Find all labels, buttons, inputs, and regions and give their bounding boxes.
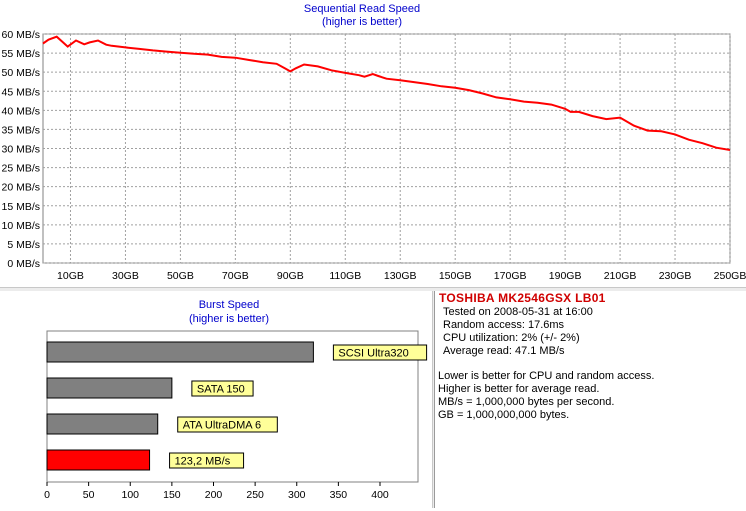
burst-x-tick-label: 150 — [163, 489, 181, 501]
burst-speed-panel: Burst Speed (higher is better) SCSI Ultr… — [0, 291, 432, 508]
burst-bar-label-box — [169, 452, 245, 469]
seq-plot-border — [42, 33, 731, 264]
seq-series-line — [42, 35, 731, 151]
seq-x-axis: 10GB 30GB 50GB 70GB 90GB 110GB 130GB 150GB 170GB… — [57, 270, 746, 282]
seq-y-tick-label: 60 MB/s — [1, 29, 40, 41]
burst-speed-chart: Burst Speed (higher is better) SCSI Ultr… — [44, 299, 428, 501]
burst-chart-subtitle: (higher is better) — [189, 313, 269, 325]
seq-x-tick-label: 10GB — [57, 270, 84, 282]
drive-info-panel: TOSHIBA MK2546GSX LB01 Tested on 2008-05… — [435, 291, 746, 508]
burst-bar-label: ATA UltraDMA 6 — [183, 420, 261, 432]
horizontal-splitter[interactable] — [0, 287, 746, 292]
seq-y-tick-label: 25 MB/s — [1, 163, 40, 175]
burst-bar — [46, 449, 151, 471]
burst-x-tick-label: 350 — [330, 489, 348, 501]
burst-x-tick-label: 400 — [371, 489, 389, 501]
average-read-text: Average read: 47.1 MB/s — [443, 345, 565, 357]
seq-x-tick-label: 90GB — [277, 270, 304, 282]
burst-x-tick-label: 200 — [205, 489, 223, 501]
burst-bar-label-box — [177, 416, 278, 433]
seq-x-tick-label: 150GB — [439, 270, 472, 282]
seq-y-tick-label: 5 MB/s — [7, 239, 40, 251]
burst-bar-label: SATA 150 — [197, 384, 245, 396]
seq-grid — [42, 33, 731, 264]
seq-y-tick-label: 10 MB/s — [1, 220, 40, 232]
tested-on-text: Tested on 2008-05-31 at 16:00 — [443, 306, 593, 318]
sequential-read-panel: Sequential Read Speed (higher is better)… — [1, 3, 746, 282]
burst-bar — [46, 341, 314, 363]
seq-y-tick-label: 45 MB/s — [1, 86, 40, 98]
seq-chart-subtitle: (higher is better) — [322, 16, 402, 28]
seq-y-tick-label: 35 MB/s — [1, 124, 40, 136]
sequential-read-chart: Sequential Read Speed (higher is better)… — [1, 3, 746, 282]
seq-y-tick-label: 50 MB/s — [1, 67, 40, 79]
seq-x-tick-label: 170GB — [494, 270, 527, 282]
burst-x-tick-label: 100 — [121, 489, 139, 501]
seq-x-tick-label: 250GB — [714, 270, 746, 282]
seq-x-tick-label: 130GB — [384, 270, 417, 282]
burst-bar — [46, 413, 159, 435]
seq-chart-title: Sequential Read Speed — [304, 3, 420, 15]
drive-model-title: TOSHIBA MK2546GSX LB01 — [439, 291, 606, 305]
burst-x-axis: 0 50 100 150 200 250 300 350 400 — [44, 482, 389, 501]
seq-x-tick-label: 230GB — [659, 270, 692, 282]
seq-y-tick-label: 15 MB/s — [1, 201, 40, 213]
random-access-text: Random access: 17.6ms — [443, 319, 565, 331]
note-lower-better: Lower is better for CPU and random acces… — [438, 370, 655, 382]
burst-plot-border — [46, 330, 419, 483]
burst-chart-title: Burst Speed — [199, 299, 260, 311]
note-mbs-definition: MB/s = 1,000,000 bytes per second. — [438, 396, 615, 408]
burst-bar — [46, 377, 173, 399]
burst-x-tick-label: 0 — [44, 489, 50, 501]
seq-x-tick-label: 210GB — [604, 270, 637, 282]
cpu-utilization-text: CPU utilization: 2% (+/- 2%) — [443, 332, 580, 344]
burst-x-tick-label: 250 — [246, 489, 264, 501]
seq-x-tick-label: 110GB — [329, 270, 361, 282]
seq-y-tick-label: 30 MB/s — [1, 144, 40, 156]
burst-bar-label-box — [332, 344, 428, 361]
seq-x-tick-label: 50GB — [167, 270, 194, 282]
note-gb-definition: GB = 1,000,000,000 bytes. — [438, 409, 570, 421]
seq-y-tick-label: 20 MB/s — [1, 182, 40, 194]
burst-bars: SCSI Ultra320 SATA 150 ATA UltraDMA 6 123,2… — [46, 330, 428, 483]
burst-bar-label-box — [191, 380, 254, 397]
burst-x-tick-label: 50 — [83, 489, 95, 501]
seq-x-tick-label: 70GB — [222, 270, 249, 282]
burst-bar-label: SCSI Ultra320 — [338, 348, 408, 360]
seq-y-tick-label: 40 MB/s — [1, 105, 40, 117]
note-higher-better: Higher is better for average read. — [438, 383, 600, 395]
seq-y-tick-label: 55 MB/s — [1, 48, 40, 60]
burst-bar-label: 123,2 MB/s — [175, 456, 231, 468]
seq-x-tick-label: 190GB — [549, 270, 582, 282]
seq-x-tick-label: 30GB — [112, 270, 139, 282]
seq-y-axis: 0 MB/s 5 MB/s 10 MB/s 15 MB/s 20 MB/s 25 MB/s… — [1, 29, 40, 270]
vertical-splitter[interactable] — [432, 291, 435, 508]
seq-y-tick-label: 0 MB/s — [7, 258, 40, 270]
burst-x-tick-label: 300 — [288, 489, 306, 501]
